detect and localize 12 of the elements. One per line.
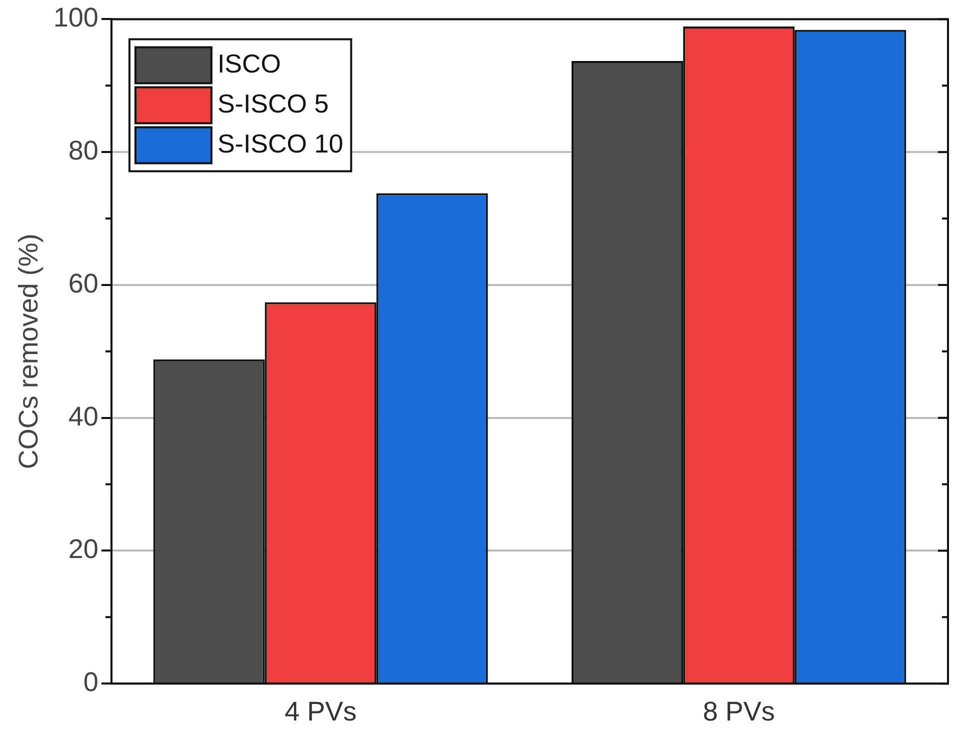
y-tick-label: 0	[83, 667, 98, 698]
y-tick-label: 60	[68, 268, 98, 298]
y-axis-title: COCs removed (%)	[14, 234, 44, 470]
legend-label: S-ISCO 10	[217, 128, 344, 158]
y-tick-label: 20	[68, 534, 98, 564]
x-tick-label: 8 PVs	[702, 696, 775, 726]
x-tick-label: 4 PVs	[284, 696, 357, 726]
y-tick-label: 80	[68, 136, 98, 166]
y-tick-label: 100	[53, 2, 98, 33]
legend-label: S-ISCO 5	[217, 88, 329, 118]
y-tick-label: 40	[68, 401, 98, 432]
legend-label: ISCO	[217, 48, 282, 78]
